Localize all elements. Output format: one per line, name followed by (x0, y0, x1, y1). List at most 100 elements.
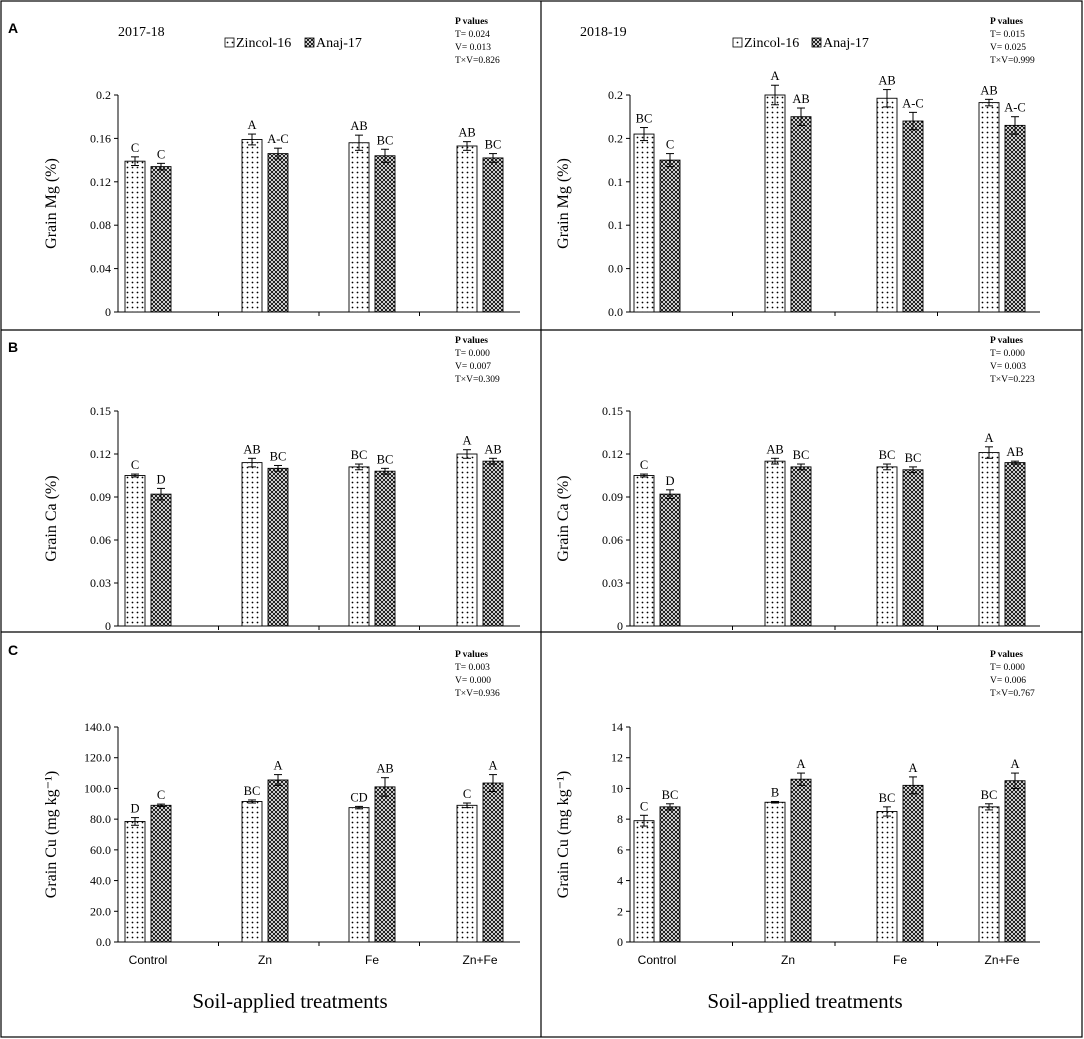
pvalue-txv: T×V=0.309 (455, 375, 500, 385)
y-axis-title: Grain Ca (%) (43, 475, 60, 561)
chart-grain-ca-2017-18: 0 0.03 0.06 0.09 0.12 0.15 Grain Ca (%) C AB BC A D… (43, 404, 520, 633)
y-tick-label: 12 (611, 751, 623, 765)
y-tick-label: 0 (617, 619, 623, 633)
significance-letter: A (273, 759, 282, 773)
significance-letter: D (156, 472, 165, 486)
legend-left: Zincol-16 Anaj-17 (224, 36, 362, 51)
bar-zincol (633, 820, 655, 943)
bar-zincol (876, 811, 898, 943)
bar-zincol (124, 160, 146, 313)
chart-grain-mg-2017-18: 0 0.04 0.08 0.12 0.16 0.2 Grain Mg (%) C A AB AB C A… (43, 88, 520, 319)
y-tick-label: 6 (617, 843, 623, 857)
significance-letter: C (157, 147, 165, 161)
bar-anaj (267, 779, 289, 943)
x-axis-title-right: Soil-applied treatments (707, 989, 902, 1013)
significance-letter: A (796, 757, 805, 771)
category-label: Fe (365, 953, 379, 967)
y-axis-title: Grain Cu (mg kg⁻¹) (555, 771, 572, 898)
bar-zincol (456, 804, 478, 943)
significance-letter: A (488, 759, 497, 773)
significance-letter: A-C (267, 132, 289, 146)
pvalue-t: T= 0.003 (455, 663, 490, 673)
significance-letter: BC (879, 448, 896, 462)
y-tick-label: 100.0 (84, 781, 111, 795)
bar-zincol (456, 453, 478, 627)
bar-anaj (659, 159, 681, 313)
y-tick-label: 0.06 (90, 533, 111, 547)
significance-letter: A (247, 118, 256, 132)
pvalue-t: T= 0.000 (990, 663, 1025, 673)
pvalue-txv: T×V=0.999 (990, 56, 1035, 66)
y-tick-label: 120.0 (84, 751, 111, 765)
chart-grain-mg-2018-19: 0.0 0.0 0.1 0.1 0.2 0.2 Grain Mg (%) BC A AB AB C AB… (555, 69, 1040, 319)
chart-grain-cu-2017-18: 0.0 20.0 40.0 60.0 80.0 100.0 120.0 140.0 Grain … (43, 720, 520, 967)
bar-anaj (902, 784, 924, 943)
y-tick-label: 140.0 (84, 720, 111, 734)
bar-anaj (150, 493, 172, 627)
significance-letter: A (1010, 757, 1019, 771)
y-tick-label: 0.12 (90, 175, 111, 189)
y-tick-label: 0.08 (90, 218, 111, 232)
pvalue-v: V= 0.013 (455, 43, 491, 53)
y-tick-label: 0.0 (96, 935, 111, 949)
y-tick-label: 60.0 (90, 843, 111, 857)
y-tick-label: 0.03 (602, 576, 623, 590)
legend-swatch-zincol (732, 37, 743, 48)
bar-anaj (482, 157, 504, 313)
significance-letter: BC (879, 791, 896, 805)
legend-right: Zincol-16 Anaj-17 (732, 36, 869, 51)
y-tick-label: 0.09 (90, 490, 111, 504)
pvalue-v: V= 0.007 (455, 362, 491, 372)
pvalue-t: T= 0.015 (990, 30, 1025, 40)
significance-letter: BC (662, 788, 679, 802)
x-axis-title-left: Soil-applied treatments (192, 989, 387, 1013)
significance-letter: CD (350, 790, 367, 804)
significance-letter: D (130, 802, 139, 816)
significance-letter: A (770, 69, 779, 83)
pvalue-txv: T×V=0.936 (455, 689, 500, 699)
significance-letter: B (771, 785, 779, 799)
bar-zincol (241, 801, 263, 943)
significance-letter: AB (878, 74, 895, 88)
bar-anaj (790, 466, 812, 627)
y-tick-label: 0.06 (602, 533, 623, 547)
y-tick-label: 0 (105, 619, 111, 633)
significance-letter: BC (981, 788, 998, 802)
bar-zincol (241, 139, 263, 313)
panel-label-b: B (8, 339, 18, 355)
bar-zincol (876, 97, 898, 313)
y-tick-label: 4 (617, 874, 623, 888)
bar-anaj (267, 153, 289, 313)
significance-letter: C (131, 458, 139, 472)
y-tick-label: 0.15 (90, 404, 111, 418)
significance-letter: AB (350, 119, 367, 133)
bar-zincol (124, 475, 146, 627)
panel-label-a: A (8, 20, 18, 36)
y-axis-title: Grain Ca (%) (555, 475, 572, 561)
y-tick-label: 0 (105, 305, 111, 319)
bar-anaj (902, 469, 924, 627)
bar-zincol (764, 460, 786, 627)
legend-swatch-anaj (811, 37, 822, 48)
bar-anaj (790, 778, 812, 943)
pvalue-txv: T×V=0.767 (990, 689, 1035, 699)
pvalues-5: P values T= 0.000 V= 0.006 T×V=0.767 (990, 650, 1035, 699)
bar-zincol (633, 133, 655, 313)
panel-label-c: C (8, 642, 18, 658)
significance-letter: AB (766, 442, 783, 456)
bar-zincol (633, 475, 655, 627)
bar-zincol (978, 102, 1000, 313)
significance-letter: A (984, 431, 993, 445)
bar-anaj (150, 166, 172, 313)
category-label: Fe (893, 953, 907, 967)
bar-anaj (482, 460, 504, 627)
bar-anaj (790, 116, 812, 313)
bar-zincol (764, 801, 786, 943)
significance-letter: A (908, 761, 917, 775)
pvalue-v: V= 0.025 (990, 43, 1026, 53)
significance-letter: BC (377, 452, 394, 466)
year-label-right: 2018-19 (580, 25, 627, 40)
category-label: Zn (781, 953, 795, 967)
y-tick-label: 0.0 (608, 262, 623, 276)
significance-letter: BC (377, 133, 394, 147)
